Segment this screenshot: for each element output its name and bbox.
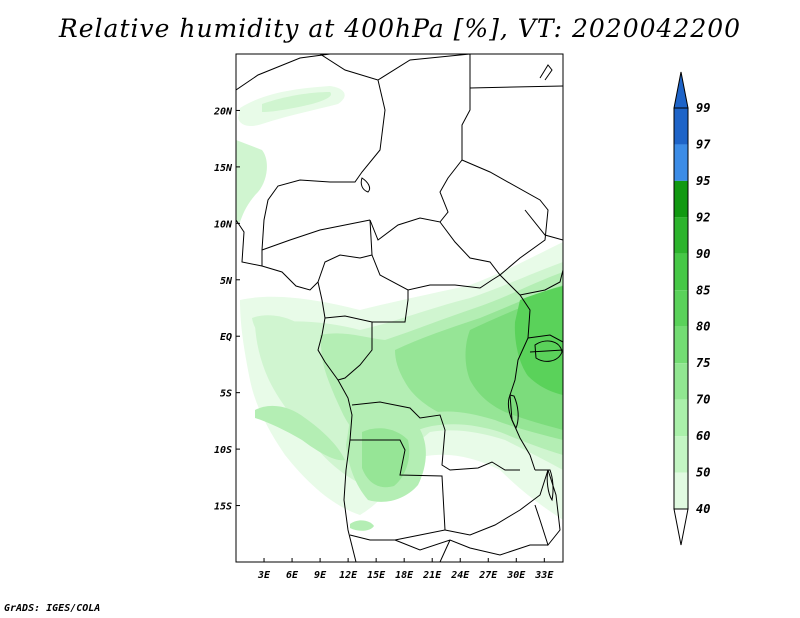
- lat-tick-label: 15N: [214, 163, 233, 174]
- humidity-patch-southwest-streak: [255, 405, 345, 461]
- colorbar: 99 97 95 92 90 85 80 75 70 60 50 40: [673, 71, 711, 546]
- lat-tick-label: 5S: [220, 389, 232, 400]
- lon-tick-label: 18E: [395, 570, 414, 581]
- lat-tick-label: 5N: [220, 276, 233, 287]
- border-mozambique: [534, 469, 561, 547]
- border-north-2: [369, 54, 471, 241]
- lat-tick-label: 10S: [214, 445, 232, 456]
- border-car: [369, 219, 501, 291]
- lake-victoria: [534, 340, 563, 362]
- colorbar-segment: [674, 399, 688, 437]
- coastline-west-africa: [236, 54, 331, 91]
- colorbar-label: 70: [696, 393, 710, 407]
- humidity-patch-sahara-inner: [262, 92, 332, 112]
- colorbar-segment: [674, 472, 688, 509]
- colorbar-label: 97: [696, 137, 711, 151]
- border-drc-south: [351, 401, 520, 471]
- border-cameroon: [261, 219, 373, 283]
- coastline-red-sea: [524, 64, 563, 241]
- lon-tick-label: 27E: [478, 570, 498, 581]
- lon-tick-label: 15E: [367, 570, 386, 581]
- lake-malawi: [546, 469, 554, 502]
- colorbar-segment: [674, 144, 688, 181]
- longitude-axis: 3E 6E 9E 12E 15E 18E 21E 24E 27E 30E 33E: [257, 558, 554, 581]
- colorbar-label: 75: [696, 356, 710, 370]
- lat-tick-label: EQ: [220, 332, 232, 343]
- humidity-field: [236, 86, 563, 531]
- humidity-patch-gulf: [252, 315, 305, 345]
- colorbar-segment: [674, 180, 688, 218]
- colorbar-label: 80: [696, 320, 710, 334]
- colorbar-label: 90: [696, 247, 710, 261]
- lat-tick-label: 10N: [214, 219, 233, 230]
- colorbar-label: 60: [696, 429, 710, 443]
- lon-tick-label: 3E: [257, 570, 271, 581]
- latitude-axis: 20N 15N 10N 5N EQ 5S 10S 15S: [213, 106, 240, 513]
- lon-tick-label: 21E: [422, 570, 442, 581]
- border-angola-zambia: [349, 439, 446, 541]
- colorbar-segment: [674, 217, 688, 254]
- lon-tick-label: 12E: [339, 570, 358, 581]
- lat-tick-label: 20N: [213, 106, 233, 117]
- border-south: [394, 539, 548, 562]
- humidity-patch-east-80: [514, 286, 563, 395]
- colorbar-label: 92: [696, 210, 710, 224]
- credit-label: GrADS: IGES/COLA: [4, 603, 101, 614]
- border-drc-east: [499, 274, 536, 471]
- colorbar-segment: [674, 108, 688, 145]
- colorbar-label: 95: [696, 174, 710, 188]
- humidity-patch-west-coast: [236, 140, 267, 222]
- colorbar-segment: [674, 253, 688, 291]
- lon-tick-label: 6E: [286, 570, 299, 581]
- map-frame: [235, 53, 564, 563]
- lat-tick-label: 15S: [214, 502, 232, 513]
- coastline-gulf-of-guinea: [236, 219, 357, 562]
- lon-tick-label: 30E: [506, 570, 526, 581]
- map-title: Relative humidity at 400hPa [%], VT: 202…: [58, 14, 742, 43]
- country-borders: [236, 54, 563, 562]
- colorbar-label: 99: [696, 101, 710, 115]
- colorbar-bottom-arrow: [673, 508, 689, 546]
- colorbar-segment: [674, 363, 688, 400]
- border-egypt-sudan: [469, 85, 563, 89]
- lake-tanganyika: [507, 394, 519, 430]
- lon-tick-label: 9E: [314, 570, 327, 581]
- colorbar-segment: [674, 326, 688, 364]
- colorbar-label: 50: [696, 466, 710, 480]
- lon-tick-label: 33E: [534, 570, 554, 581]
- colorbar-label: 40: [696, 502, 710, 516]
- humidity-patch-south: [350, 520, 374, 531]
- border-sudan: [439, 159, 549, 276]
- humidity-patch-angola-70: [362, 428, 410, 488]
- colorbar-top-arrow: [673, 71, 689, 109]
- lon-tick-label: 24E: [450, 570, 470, 581]
- colorbar-segment: [674, 436, 688, 473]
- lake-chad: [360, 177, 371, 193]
- colorbar-segment: [674, 290, 688, 327]
- border-north-1: [261, 54, 386, 266]
- colorbar-label: 85: [696, 283, 710, 297]
- border-congo: [324, 290, 409, 381]
